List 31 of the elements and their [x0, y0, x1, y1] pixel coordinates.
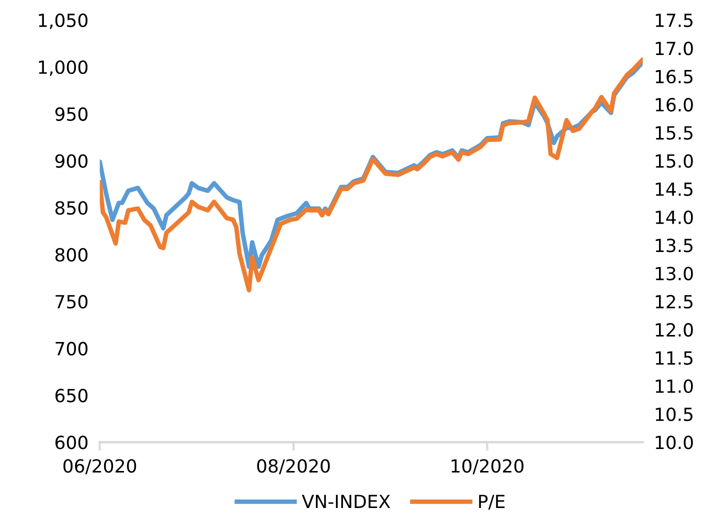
y-tick-label: 850 [55, 201, 88, 215]
y2-tick-label: 10.0 [656, 436, 693, 450]
y-tick-label: 1,000 [38, 60, 88, 76]
y-tick-label: 650 [55, 388, 88, 402]
y2-tick-label: 11.5 [656, 351, 692, 365]
y2-tick-label: 14.0 [656, 210, 693, 224]
y-tick-label: 800 [55, 248, 88, 262]
y-tick-label: 750 [56, 294, 88, 309]
y-tick-label: 950 [55, 107, 88, 121]
y-tick-label: 900 [55, 154, 88, 168]
y2-tick-label: 16.0 [656, 98, 693, 112]
y2-tick-label: 11.0 [656, 379, 693, 393]
y2-tick-label: 10.5 [656, 407, 692, 422]
y2-tick-label: 13.0 [656, 266, 693, 280]
y2-tick-label: 15.0 [656, 154, 693, 168]
y-tick-label: 600 [55, 436, 88, 450]
y2-tick-label: 16.5 [656, 70, 692, 84]
x-tick-label: 08/2020 [257, 459, 330, 474]
y2-tick-label: 17.0 [656, 42, 693, 56]
legend-label: VN-INDEX [302, 494, 390, 508]
y-tick-label: 700 [56, 342, 88, 356]
y2-tick-label: 13.5 [656, 238, 692, 252]
x-tick-label: 10/2020 [452, 459, 524, 474]
y-tick-label: 1,050 [38, 13, 88, 29]
y2-tick-label: 12.5 [656, 294, 692, 309]
y2-tick-label: 17.5 [656, 14, 692, 28]
y2-tick-label: 15.5 [656, 126, 692, 140]
x-tick-label: 06/2020 [63, 459, 136, 474]
y2-tick-label: 12.0 [656, 323, 693, 337]
legend-label: P/E [479, 494, 505, 510]
y2-tick-label: 14.5 [656, 182, 692, 196]
